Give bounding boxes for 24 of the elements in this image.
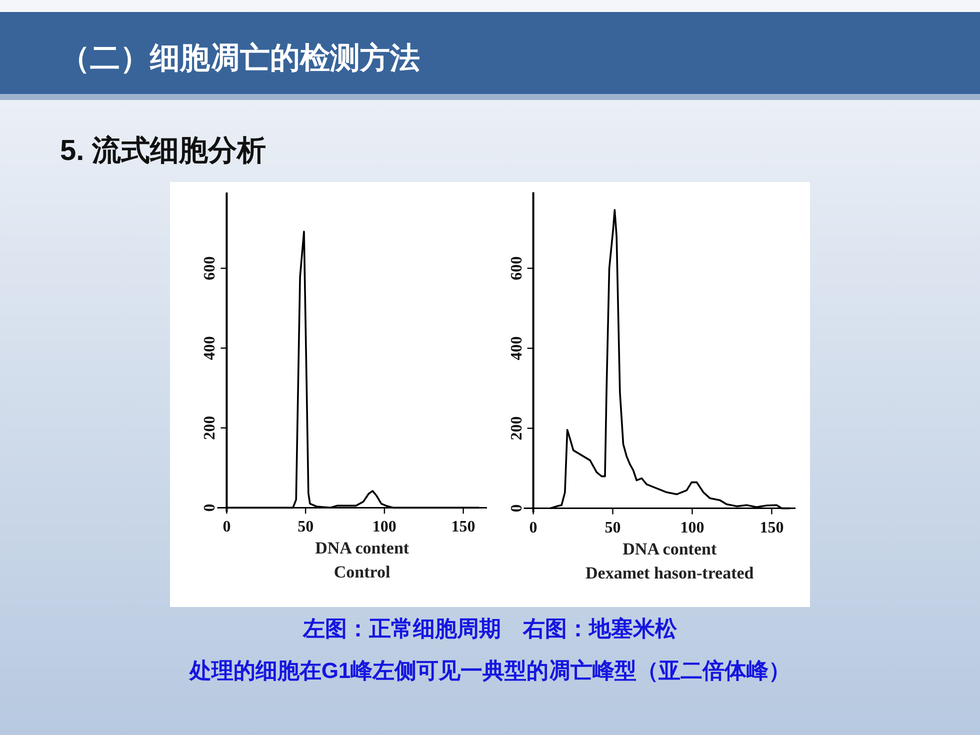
text: 左图：正常细胞周期 右图：地塞米松 [302, 616, 678, 641]
text: Control [334, 562, 391, 582]
text: 5. 流式细胞分析 [60, 134, 266, 167]
text: Dexamet hason-treated [586, 563, 754, 582]
x-tick-label: 100 [372, 518, 396, 536]
x-tick-label: 150 [451, 518, 476, 536]
text: 处理的细胞在G1峰左侧可见一典型的凋亡峰型（亚二倍体峰） [188, 658, 791, 683]
y-tick-label: 600 [508, 256, 526, 280]
x-tick-label: 0 [529, 519, 538, 536]
x-tick-label: 50 [298, 518, 314, 536]
x-tick-label: 100 [680, 519, 704, 536]
x-tick-label: 50 [604, 519, 621, 536]
x-axis-title: DNA content [622, 539, 717, 558]
text: （二）细胞凋亡的检测方法 [60, 41, 420, 75]
y-tick-label: 400 [202, 336, 219, 360]
x-axis-title: DNA content [315, 538, 410, 558]
y-tick-label: 400 [508, 336, 526, 360]
y-tick-label: 0 [202, 504, 219, 512]
y-tick-label: 0 [508, 504, 526, 512]
y-tick-label: 200 [508, 416, 526, 440]
x-tick-label: 0 [222, 518, 231, 536]
y-tick-label: 600 [202, 256, 219, 280]
x-tick-label: 150 [760, 519, 784, 536]
y-tick-label: 200 [202, 416, 219, 440]
